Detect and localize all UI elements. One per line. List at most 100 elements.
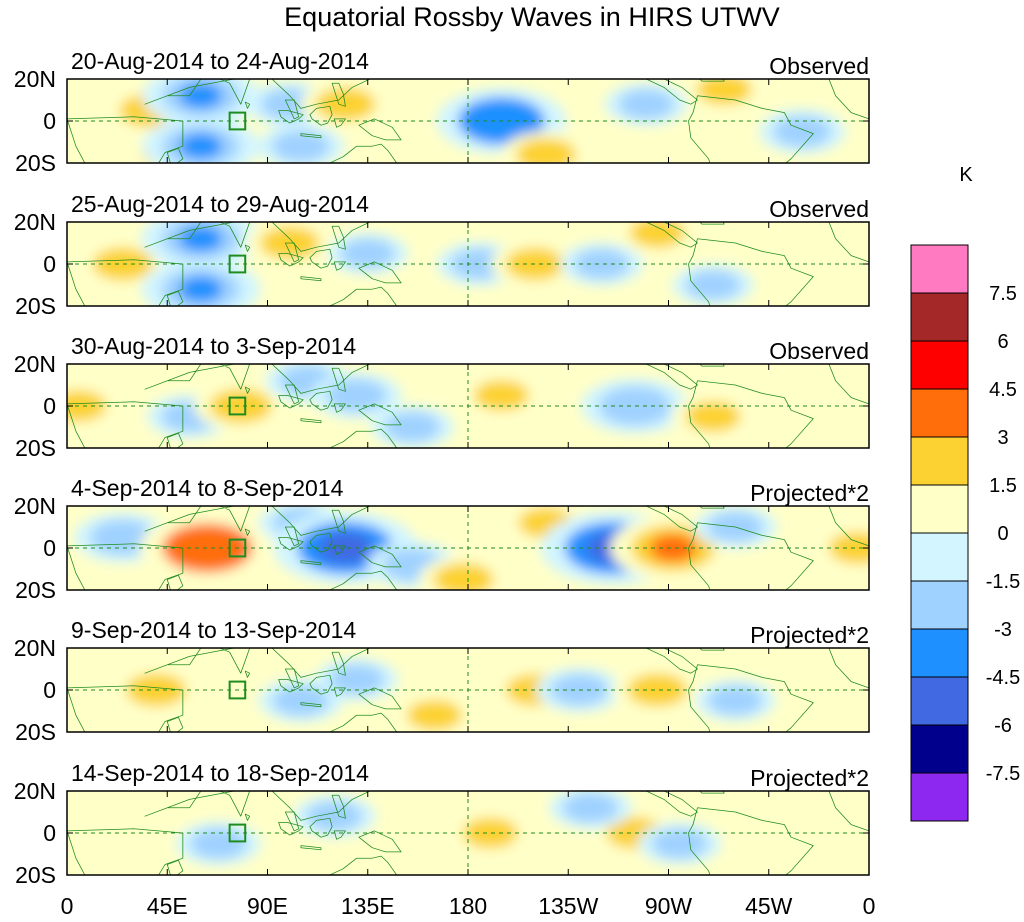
x-tick-label: 0 (863, 893, 876, 919)
x-tick-label: 90W (645, 893, 693, 919)
colorbar-bin (910, 436, 969, 486)
colorbar-bin (910, 676, 969, 726)
panel-type-label: Observed (769, 53, 869, 79)
colorbar-label: 6 (997, 331, 1008, 353)
anomaly-region (272, 130, 330, 162)
colorbar-label: -1.5 (986, 571, 1020, 593)
anomaly-region (473, 380, 530, 411)
panel-date-range: 14-Sep-2014 to 18-Sep-2014 (71, 760, 369, 786)
panel-6: 20N 0 20S 14-Sep-2014 to 18-Sep-2014 Project… (14, 760, 870, 888)
chart-title: Equatorial Rossby Waves in HIRS UTWV (284, 2, 780, 32)
colorbar-bin (910, 772, 969, 822)
anomaly-core (178, 276, 223, 303)
panel-type-label: Projected*2 (750, 480, 869, 506)
reference-box (228, 254, 247, 274)
colorbar-label: 1.5 (989, 475, 1017, 497)
colorbar-unit: K (959, 164, 973, 186)
anomaly-core (649, 534, 697, 562)
anomaly-region (326, 379, 387, 412)
anomaly-region (272, 685, 330, 716)
colorbar-label: 3 (997, 427, 1008, 449)
y-tick-label: 20N (14, 66, 56, 92)
x-tick-label: 90E (247, 893, 288, 919)
colorbar-label: -4.5 (986, 667, 1020, 689)
panel-3: 20N 0 20S 30-Aug-2014 to 3-Sep-2014 Observed (14, 333, 870, 461)
anomaly-region (574, 248, 630, 280)
colorbar-bin (910, 628, 969, 678)
anomaly-region (627, 673, 688, 707)
y-tick-label: 20S (15, 862, 56, 888)
colorbar-bin (910, 388, 969, 438)
anomaly-core (179, 83, 223, 109)
anomaly-region (329, 664, 385, 695)
panel-group: 20N 0 20S 20-Aug-2014 to 24-Aug-2014 Observe… (14, 48, 870, 888)
x-tick-label: 45E (147, 893, 188, 919)
anomaly-region (708, 685, 763, 716)
colorbar-label: -3 (994, 619, 1012, 641)
colorbar-bin (910, 340, 969, 390)
y-tick-label: 0 (43, 535, 56, 561)
y-tick-label: 0 (43, 820, 56, 846)
anomaly-region (90, 519, 156, 556)
panel-date-range: 9-Sep-2014 to 13-Sep-2014 (71, 617, 356, 643)
anomaly-region (685, 401, 741, 432)
x-tick-label: 0 (61, 893, 74, 919)
x-axis: 0 45E 90E 135E 180 135W 90W 45W 0 (61, 893, 876, 919)
y-tick-label: 0 (43, 677, 56, 703)
anomaly-region (652, 828, 708, 859)
panel-date-range: 4-Sep-2014 to 8-Sep-2014 (71, 475, 344, 501)
panel-type-label: Projected*2 (750, 765, 869, 791)
x-tick-label: 135E (341, 893, 395, 919)
y-tick-label: 20S (15, 293, 56, 319)
anomaly-region (629, 222, 685, 248)
anomaly-region (829, 532, 869, 564)
anomaly-region (306, 801, 362, 832)
colorbar-label: 4.5 (989, 379, 1017, 401)
colorbar-bin (910, 292, 969, 342)
y-tick-label: 20S (15, 719, 56, 745)
panel-type-label: Observed (769, 196, 869, 222)
reference-box (228, 823, 247, 843)
y-tick-label: 0 (43, 251, 56, 277)
colorbar-bin (910, 244, 969, 294)
y-tick-label: 20N (14, 493, 56, 519)
panel-type-label: Observed (769, 338, 869, 364)
anomaly-region (92, 247, 153, 281)
colorbar-bin (910, 484, 969, 534)
panel-2: 20N 0 20S 25-Aug-2014 to 29-Aug-2014 Observe… (14, 191, 870, 319)
panel-type-label: Projected*2 (750, 622, 869, 648)
colorbar-bin (910, 580, 969, 630)
anomaly-core (179, 133, 223, 159)
colorbar-label: -6 (994, 715, 1012, 737)
anomaly-region (696, 79, 752, 105)
anomaly-core (182, 533, 233, 563)
colorbar-label: -7.5 (986, 763, 1020, 785)
y-tick-label: 20N (14, 209, 56, 235)
anomaly-region (209, 388, 272, 424)
y-tick-label: 0 (43, 393, 56, 419)
anomaly-region (340, 238, 395, 269)
reference-box (228, 680, 247, 700)
panel-1: 20N 0 20S 20-Aug-2014 to 24-Aug-2014 Observe… (14, 48, 870, 176)
anomaly-region (433, 563, 494, 590)
x-tick-label: 135W (538, 893, 598, 919)
panel-date-range: 20-Aug-2014 to 24-Aug-2014 (71, 48, 369, 74)
x-tick-label: 45W (745, 893, 793, 919)
colorbar-label: 0 (997, 523, 1008, 545)
anomaly-region (773, 115, 831, 148)
reference-box (228, 538, 247, 558)
colorbar-bin (910, 724, 969, 774)
anomaly-region (450, 248, 508, 280)
y-tick-label: 20N (14, 778, 56, 804)
colorbar-label: 7.5 (989, 283, 1017, 305)
anomaly-core (319, 532, 372, 564)
colorbar: K 7.5 6 4.5 3 1.5 0 -1.5 -3 -4.5 -6 -7.5 (910, 164, 1020, 822)
y-tick-label: 0 (43, 108, 56, 134)
anomaly-region (406, 700, 463, 731)
panel-5: 20N 0 20S 9-Sep-2014 to 13-Sep-2014 Projecte… (14, 617, 870, 745)
reference-box (228, 111, 247, 131)
x-tick-label: 180 (449, 893, 487, 919)
anomaly-region (686, 270, 741, 300)
anomaly-core (178, 225, 223, 252)
